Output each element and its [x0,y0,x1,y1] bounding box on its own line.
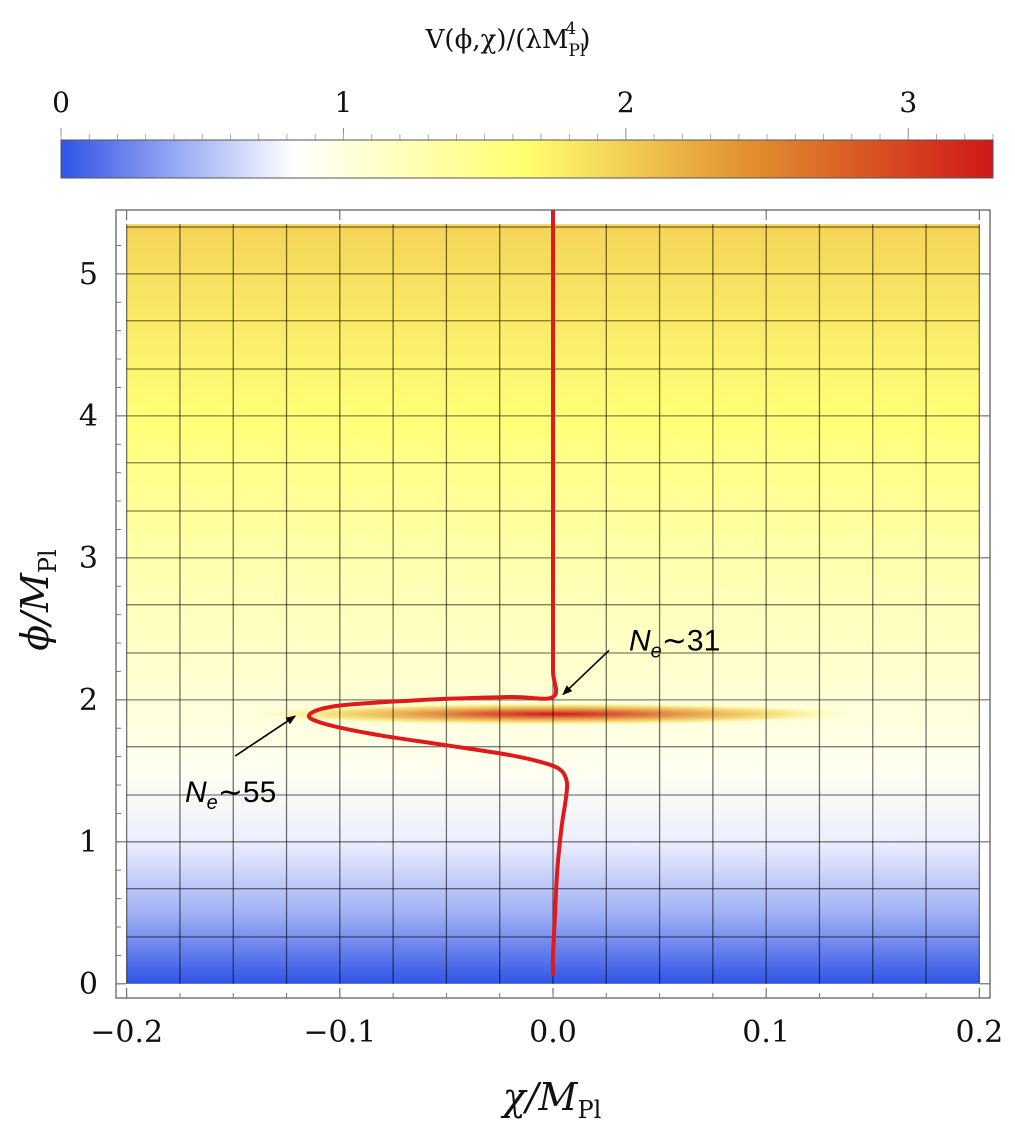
annotation-ne55-n: N [185,776,207,809]
annotation-ne31: Ne∼31 [562,624,720,696]
annotation-ne55-sub: e [207,792,218,814]
y-tick-label: 2 [79,683,98,718]
annotation-ne31-text: Ne∼31 [629,624,720,662]
trajectory-line [306,210,570,976]
annotation-ne55-rest: ∼55 [218,776,277,809]
annotation-ne55: Ne∼55 [185,715,297,814]
x-tick-label: −0.1 [303,1015,376,1050]
colorbar-ticklabels: 0 1 2 3 [52,86,917,140]
y-tick-labels: 0 1 2 3 4 5 [79,257,98,1002]
y-axis-label-sub: Pl [34,549,62,573]
y-tick-label: 4 [79,399,98,434]
colorbar-minor-ticks [60,134,994,140]
x-tick-label: 0.1 [742,1015,790,1050]
colorbar-tick-label: 3 [899,86,917,119]
y-tick-label: 0 [79,967,98,1002]
x-axis-label-sub: Pl [577,1096,601,1123]
x-tick-label: 0.0 [529,1015,577,1050]
x-axis-label-main: χ/M [500,1075,579,1119]
annotation-ne31-n: N [629,624,651,657]
annotation-ne31-rest: ∼31 [662,624,721,657]
colorbar-tick-label: 2 [617,86,635,119]
y-axis-label-main: ϕ/M [13,572,57,651]
annotation-ne55-text: Ne∼55 [185,776,276,814]
colorbar-title-sub: Pl [568,41,585,61]
x-tick-label: 0.2 [955,1015,1003,1050]
x-tick-label: −0.2 [90,1015,163,1050]
x-axis-label: χ/MPl [500,1075,602,1123]
x-tick-labels: −0.2 −0.1 0.0 0.1 0.2 [90,1015,1003,1050]
annotation-ne31-arrow [562,649,610,696]
y-tick-label: 1 [79,825,98,860]
colorbar-title-main: V(ϕ,χ)/(λM [425,25,569,55]
colorbar-title-end: ) [580,25,590,55]
y-tick-label: 3 [79,541,98,576]
annotation-ne55-arrow [234,715,297,757]
y-tick-label: 5 [79,257,98,292]
colorbar-tick-label: 1 [335,86,353,119]
annotation-ne31-sub: e [651,640,662,662]
colorbar-tick-label: 0 [52,86,70,119]
colorbar-title: V(ϕ,χ)/(λMPl4) [425,19,591,61]
colorbar-title-sup: 4 [565,19,576,39]
axis-ticks [116,210,990,998]
colorbar [60,139,994,179]
y-axis-label: ϕ/MPl [13,549,62,650]
